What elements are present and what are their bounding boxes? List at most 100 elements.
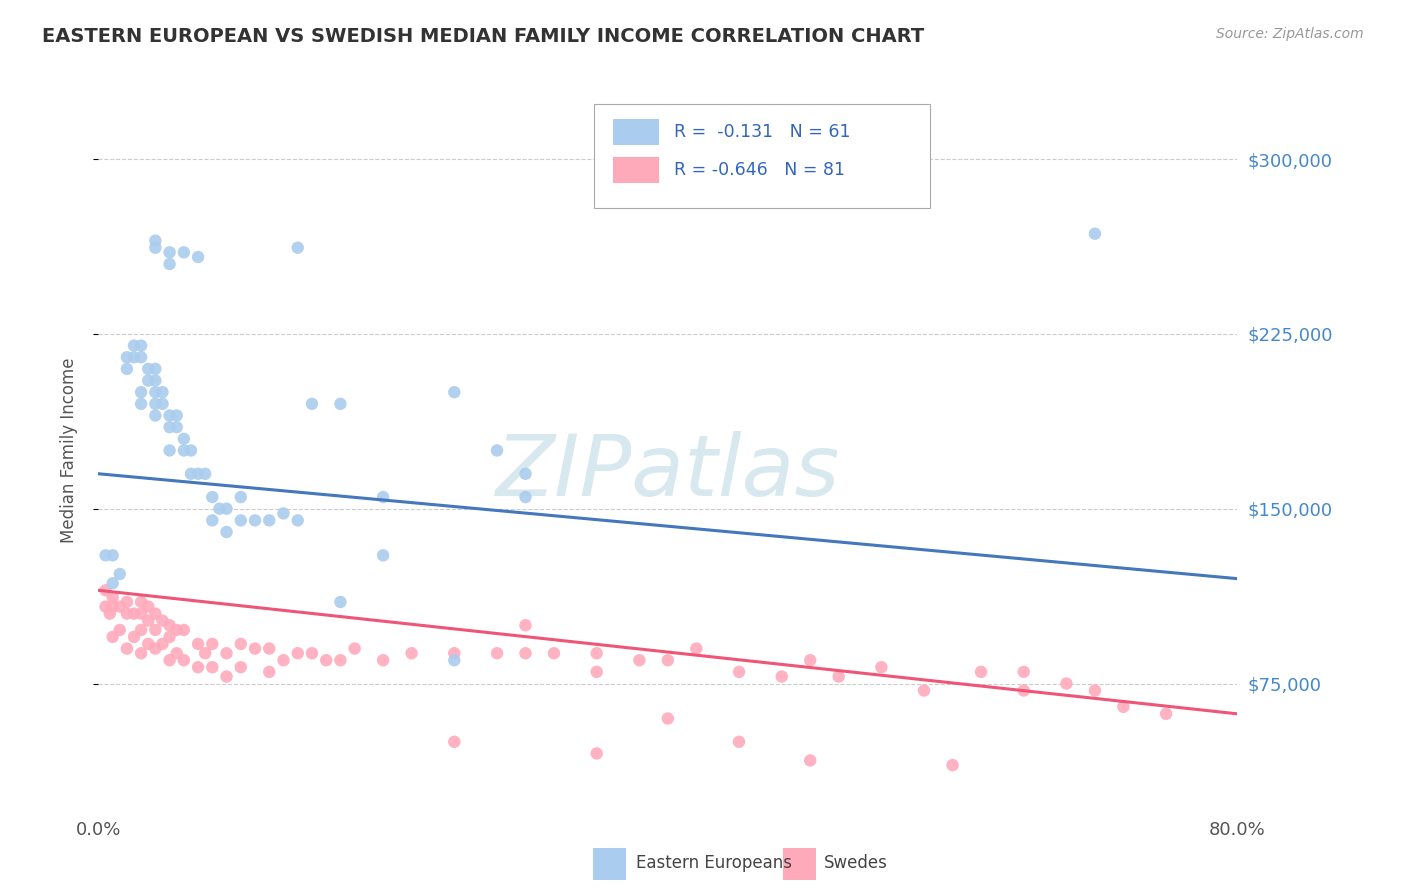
Point — [136, 599, 159, 614]
Point — [145, 241, 167, 255]
Point — [443, 653, 465, 667]
Point — [136, 614, 159, 628]
Text: R = -0.646   N = 81: R = -0.646 N = 81 — [673, 161, 845, 179]
Point — [173, 443, 195, 458]
Bar — [783, 848, 815, 880]
Point — [585, 747, 607, 761]
Point — [101, 549, 124, 563]
FancyBboxPatch shape — [613, 119, 659, 145]
Point — [187, 660, 209, 674]
Point — [229, 660, 252, 674]
Point — [129, 607, 152, 621]
Point — [159, 257, 181, 271]
Point — [259, 665, 281, 679]
Point — [145, 641, 167, 656]
Point — [329, 595, 352, 609]
Point — [129, 350, 152, 364]
Point — [1084, 227, 1107, 241]
Point — [94, 549, 117, 563]
Point — [136, 362, 159, 376]
Point — [728, 665, 751, 679]
Point — [343, 641, 366, 656]
Point — [515, 490, 537, 504]
Point — [101, 576, 124, 591]
Point — [799, 653, 821, 667]
Point — [136, 637, 159, 651]
Point — [401, 646, 423, 660]
Point — [970, 665, 993, 679]
Point — [728, 735, 751, 749]
Point — [159, 245, 181, 260]
Point — [273, 653, 295, 667]
Point — [115, 607, 138, 621]
Point — [159, 630, 181, 644]
Point — [329, 397, 352, 411]
Point — [443, 646, 465, 660]
Point — [828, 669, 851, 683]
Point — [180, 443, 202, 458]
Point — [243, 513, 266, 527]
Point — [215, 524, 238, 539]
Point — [301, 397, 323, 411]
Point — [166, 623, 188, 637]
Point — [159, 618, 181, 632]
Point — [194, 467, 217, 481]
Point — [287, 513, 309, 527]
Point — [152, 614, 174, 628]
Point — [173, 623, 195, 637]
Point — [145, 607, 167, 621]
Point — [373, 549, 395, 563]
Bar — [593, 848, 626, 880]
Point — [101, 591, 124, 605]
Point — [201, 513, 224, 527]
Point — [229, 490, 252, 504]
Point — [145, 623, 167, 637]
Point — [373, 490, 395, 504]
Point — [129, 338, 152, 352]
Point — [870, 660, 893, 674]
Point — [912, 683, 935, 698]
Y-axis label: Median Family Income: Median Family Income — [59, 358, 77, 543]
Point — [152, 637, 174, 651]
Point — [122, 350, 145, 364]
Point — [194, 646, 217, 660]
Point — [1154, 706, 1177, 721]
Point — [122, 630, 145, 644]
Point — [770, 669, 793, 683]
Point — [657, 653, 679, 667]
Point — [259, 641, 281, 656]
FancyBboxPatch shape — [593, 103, 929, 209]
Point — [208, 501, 231, 516]
Point — [201, 637, 224, 651]
Point — [173, 432, 195, 446]
Point — [129, 623, 152, 637]
Point — [287, 646, 309, 660]
Point — [98, 607, 121, 621]
Point — [585, 665, 607, 679]
Point — [215, 501, 238, 516]
Point — [486, 443, 509, 458]
Point — [94, 599, 117, 614]
Point — [215, 669, 238, 683]
Point — [145, 374, 167, 388]
Point — [129, 397, 152, 411]
Point — [443, 385, 465, 400]
Point — [628, 653, 651, 667]
Point — [101, 599, 124, 614]
Point — [1056, 676, 1078, 690]
Point — [515, 618, 537, 632]
Point — [94, 583, 117, 598]
Point — [201, 490, 224, 504]
Point — [315, 653, 337, 667]
Point — [159, 653, 181, 667]
Point — [187, 250, 209, 264]
Point — [229, 637, 252, 651]
Point — [115, 641, 138, 656]
Point — [145, 409, 167, 423]
Text: Eastern Europeans: Eastern Europeans — [637, 854, 793, 872]
Point — [373, 653, 395, 667]
Point — [115, 362, 138, 376]
Point — [108, 599, 131, 614]
Point — [129, 646, 152, 660]
Point — [942, 758, 965, 772]
